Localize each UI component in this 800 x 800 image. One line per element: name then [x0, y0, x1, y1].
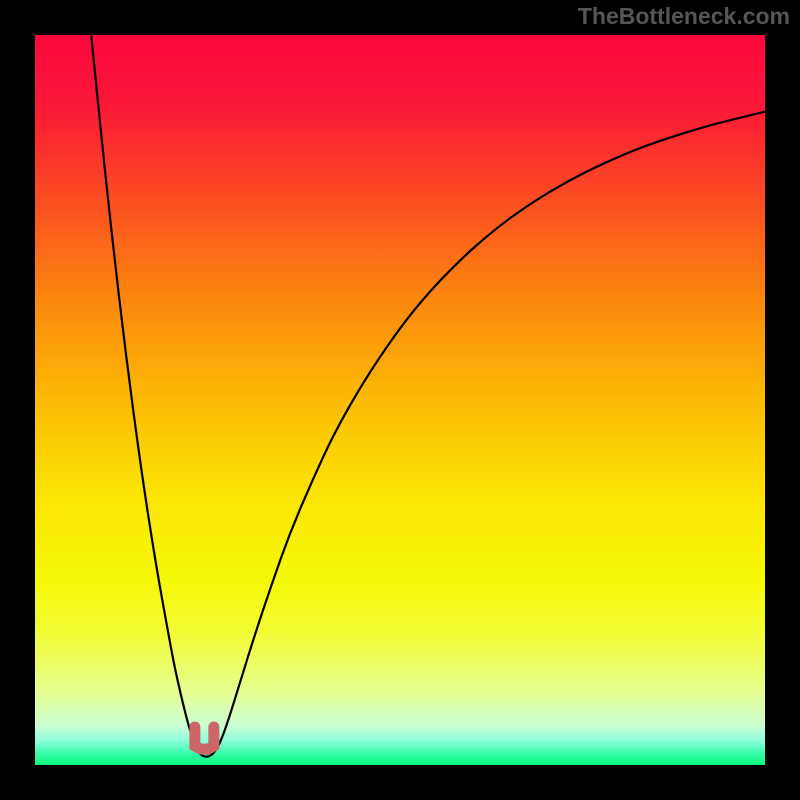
- chart-svg: [0, 0, 800, 800]
- chart-stage: TheBottleneck.com: [0, 0, 800, 800]
- plot-background: [35, 35, 765, 765]
